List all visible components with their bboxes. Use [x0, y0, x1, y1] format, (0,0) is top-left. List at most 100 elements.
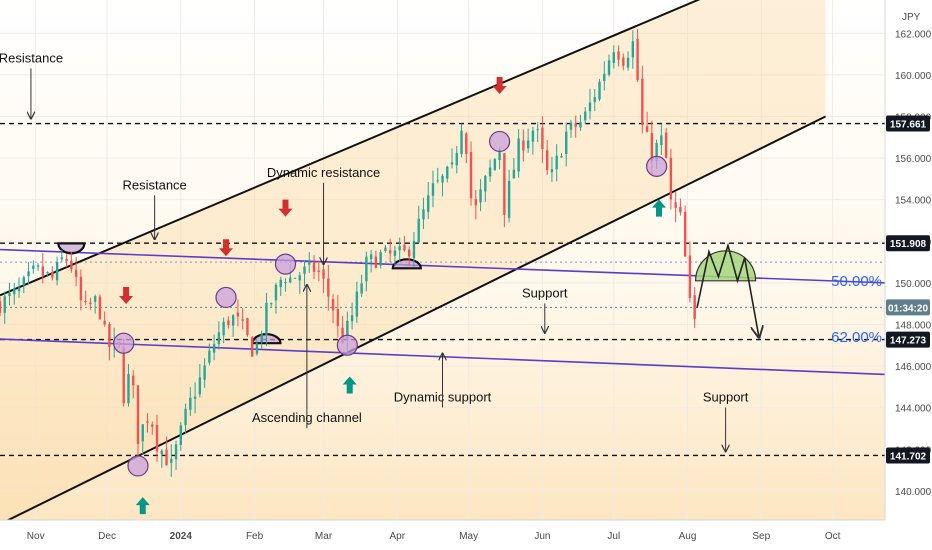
candle-body [174, 444, 178, 460]
candle-body [645, 126, 649, 132]
price-tick: 144.000 [895, 404, 932, 415]
price-tick: 146.000 [895, 362, 932, 373]
countdown-text: 01:34:20 [888, 303, 928, 314]
candle-body [545, 150, 549, 171]
candle-body [222, 321, 225, 336]
candle-body [417, 218, 420, 243]
sell-signal-arrow [119, 287, 134, 305]
candle-body [308, 261, 311, 265]
candle-body [84, 300, 87, 302]
candle-body [108, 323, 111, 347]
candle-body [379, 252, 382, 266]
buy-signal-arrow [135, 497, 150, 515]
candle-body [593, 97, 596, 102]
candle-body [469, 152, 473, 199]
annotation-label: Resistance [0, 50, 63, 65]
candle-body [179, 425, 183, 445]
candle-body [588, 102, 592, 112]
candle-body [8, 292, 11, 296]
candle-body [270, 303, 273, 305]
annotation-label: Support [522, 285, 568, 300]
candle-body [184, 408, 187, 426]
candle-body [393, 250, 397, 256]
touch-circle [127, 455, 149, 477]
candle-body [484, 175, 487, 192]
candle-body [427, 195, 430, 212]
candle-body [250, 337, 254, 357]
time-tick: Sep [752, 531, 770, 542]
touch-circle [215, 286, 237, 309]
candle-body [446, 166, 449, 179]
time-tick: Dec [98, 531, 116, 542]
candle-body [541, 127, 544, 149]
candle-body [574, 123, 577, 127]
touch-circle [274, 253, 297, 275]
candle-body [317, 270, 320, 272]
candle-body [236, 312, 240, 317]
signal-arrows [119, 76, 666, 515]
candle-body [227, 320, 230, 326]
price-tick: 162.000 [895, 29, 932, 40]
price-axis[interactable] [885, 0, 932, 550]
candle-body [636, 38, 639, 81]
candle-body [3, 296, 6, 313]
touch-circle [488, 130, 511, 153]
buy-signal-arrow [651, 199, 666, 217]
candle-body [312, 262, 316, 272]
candle-body [450, 162, 454, 165]
candle-body [360, 283, 363, 294]
candle-body [650, 133, 654, 162]
candle-body [407, 249, 411, 257]
candle-body [398, 246, 401, 251]
grid [0, 0, 885, 520]
candle-body [331, 299, 335, 311]
level-price-badge [886, 447, 930, 464]
touch-circle [646, 155, 668, 177]
candle-body [617, 51, 620, 60]
candle-body [265, 302, 268, 335]
candle-body [127, 374, 130, 404]
currency-label: JPY [902, 12, 921, 23]
candle-body [350, 315, 354, 322]
candle-body [560, 155, 563, 158]
candle-body [165, 449, 168, 466]
time-tick: Jul [607, 531, 620, 542]
candle-body [246, 318, 249, 335]
candle-body [412, 240, 416, 259]
touch-circles [113, 130, 668, 477]
top-arc [57, 242, 86, 255]
candle-body [626, 57, 630, 68]
touch-circle [336, 334, 358, 356]
time-tick: Jun [534, 531, 550, 542]
candle-body [322, 269, 325, 279]
candle-body [98, 296, 102, 319]
candle-body [146, 421, 149, 423]
sell-signal-arrow [278, 199, 293, 217]
time-tick: Mar [315, 531, 333, 542]
buy-signal-arrow [342, 376, 357, 394]
sell-signal-arrow [219, 239, 234, 257]
candle-body [51, 271, 54, 278]
touch-circle [113, 332, 135, 354]
candle-body [79, 276, 83, 301]
level-price-badge [886, 115, 930, 132]
candle-body [298, 275, 301, 281]
candle-body [641, 78, 644, 125]
candle-body [141, 424, 144, 442]
candle-body [503, 153, 506, 216]
candle-body [122, 347, 125, 404]
time-axis[interactable] [0, 520, 885, 550]
candle-body [365, 256, 368, 282]
candle-body [55, 261, 59, 281]
candle-body [27, 271, 30, 277]
candle-body [241, 319, 244, 321]
candle-body [274, 284, 278, 301]
candle-body [303, 266, 306, 274]
fib-label: 50.00% [831, 273, 882, 290]
candle-body [17, 287, 21, 292]
candle-body [89, 302, 92, 305]
candle-body [217, 332, 221, 345]
